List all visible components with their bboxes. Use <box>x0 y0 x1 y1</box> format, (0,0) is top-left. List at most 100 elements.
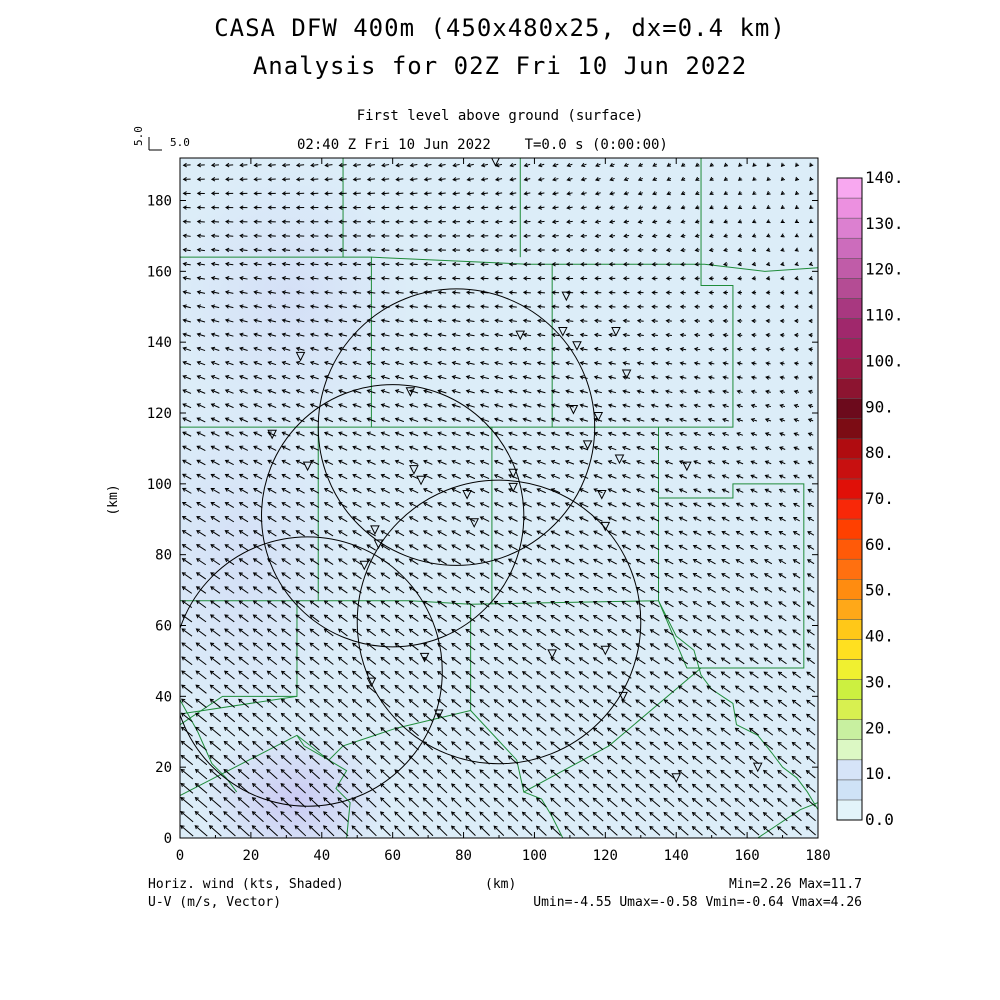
wind-vector <box>479 375 489 380</box>
wind-vector <box>309 488 320 494</box>
wind-vector <box>180 796 194 808</box>
wind-vector <box>466 276 475 281</box>
wind-vector <box>536 361 546 366</box>
wind-vector <box>182 290 191 295</box>
wind-vector <box>650 474 659 479</box>
wind-vector <box>309 276 319 281</box>
station-marker <box>568 404 579 415</box>
wind-vector <box>806 699 816 707</box>
wind-vector <box>182 247 191 253</box>
wind-vector <box>351 712 363 722</box>
wind-vector <box>708 276 714 281</box>
wind-vector <box>751 318 757 324</box>
wind-vector <box>380 290 390 295</box>
wind-vector <box>480 318 489 323</box>
wind-vector <box>779 432 786 437</box>
wind-vector <box>224 290 234 295</box>
wind-vector <box>295 459 305 466</box>
colorbar-label: 130. <box>865 214 904 233</box>
wind-vector <box>494 332 503 338</box>
wind-vector <box>180 811 194 823</box>
wind-vector <box>564 615 575 622</box>
wind-vector <box>765 276 771 281</box>
wind-vector <box>253 205 262 210</box>
wind-vector <box>224 403 234 409</box>
wind-vector <box>266 614 277 623</box>
wind-vector <box>281 205 291 210</box>
wind-vector <box>365 741 377 751</box>
wind-vector <box>194 768 208 780</box>
wind-vector <box>706 685 717 693</box>
wind-vector <box>224 360 234 366</box>
wind-vector <box>666 176 672 181</box>
colorbar: 0.010.20.30.40.50.60.70.80.90.100.110.12… <box>836 168 904 829</box>
wind-vector <box>778 516 786 522</box>
wind-vector <box>409 261 418 267</box>
wind-vector <box>580 276 588 281</box>
wind-vector <box>735 629 745 636</box>
wind-vector <box>694 219 700 224</box>
wind-vector <box>663 671 674 679</box>
wind-vector <box>209 614 221 623</box>
wind-vector <box>422 699 433 708</box>
wind-vector <box>323 445 334 451</box>
wind-vector <box>181 586 193 594</box>
wind-vector <box>651 318 658 324</box>
wind-vector <box>664 516 674 522</box>
wind-vector <box>380 205 390 210</box>
wind-vector <box>792 559 801 565</box>
wind-vector <box>735 643 745 650</box>
wind-vector <box>649 615 660 622</box>
wind-vector <box>422 516 433 522</box>
wind-vector <box>792 531 801 536</box>
wind-vector <box>507 797 519 808</box>
wind-vector <box>792 615 801 622</box>
wind-vector <box>210 389 220 394</box>
wind-vector <box>709 219 714 224</box>
wind-vector <box>608 290 616 295</box>
wind-vector <box>380 431 390 437</box>
wind-vector <box>622 276 630 281</box>
wind-vector <box>621 558 632 565</box>
wind-vector <box>466 162 474 168</box>
wind-vector <box>751 205 757 209</box>
wind-vector <box>808 361 813 366</box>
wind-vector <box>578 558 589 565</box>
wind-vector <box>663 657 674 665</box>
wind-vector <box>523 219 531 225</box>
wind-vector <box>507 558 518 565</box>
wind-vector <box>182 487 192 494</box>
wind-vector <box>564 445 575 451</box>
wind-vector <box>465 459 476 465</box>
wind-vector <box>438 163 446 168</box>
wind-vector <box>649 797 661 808</box>
wind-vector <box>493 459 504 465</box>
wind-vector <box>436 811 448 822</box>
wind-vector <box>763 615 773 622</box>
wind-vector <box>237 726 250 737</box>
wind-vector <box>607 474 617 479</box>
wind-vector <box>621 544 632 551</box>
wind-vector <box>692 685 703 693</box>
wind-vector <box>295 261 305 267</box>
wind-vector <box>692 601 702 608</box>
wind-vector <box>295 360 305 366</box>
wind-vector <box>323 684 334 694</box>
wind-vector <box>551 375 560 380</box>
wind-vector <box>536 431 546 437</box>
wind-vector <box>550 572 561 579</box>
wind-vector <box>565 276 574 281</box>
wind-vector <box>266 754 278 765</box>
wind-vector <box>637 247 644 253</box>
wind-vector <box>309 233 319 239</box>
wind-vector <box>606 825 618 836</box>
wind-vector <box>508 445 518 451</box>
wind-vector <box>493 699 504 708</box>
wind-vector <box>493 727 504 737</box>
wind-vector <box>752 190 757 195</box>
wind-vector <box>251 797 264 808</box>
station-marker <box>419 652 430 663</box>
wind-vector <box>479 713 490 722</box>
wind-vector <box>666 205 672 210</box>
wind-vector <box>693 474 702 479</box>
